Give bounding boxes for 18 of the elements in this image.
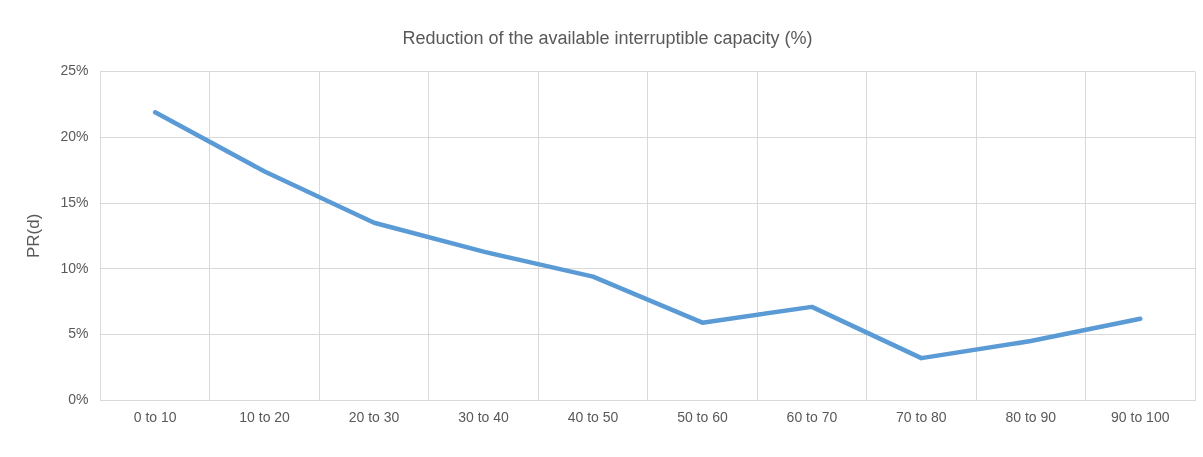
x-tick-label: 0 to 10 [133,409,177,426]
x-tick-label: 40 to 50 [567,409,619,426]
y-tick-label: 15% [60,193,89,210]
x-tick-label: 80 to 90 [1005,409,1057,426]
x-tick-label: 50 to 60 [677,409,728,426]
y-tick-label: 10% [60,259,89,276]
y-tick-label: 20% [60,128,89,145]
y-tick-label: 5% [68,325,89,342]
y-axis-title: PR(d) [23,213,43,259]
x-tick-label: 60 to 70 [786,409,838,426]
x-tick-label: 70 to 80 [896,409,947,426]
x-tick-label: 10 to 20 [239,409,291,426]
chart-title: Reduction of the available interruptible capacity (%) [402,27,813,48]
x-tick-label: 90 to 100 [1111,409,1170,426]
y-tick-label: 0% [68,391,89,408]
y-tick-label: 25% [60,62,89,79]
x-tick-label: 20 to 30 [348,409,400,426]
x-tick-label: 30 to 40 [458,409,510,426]
